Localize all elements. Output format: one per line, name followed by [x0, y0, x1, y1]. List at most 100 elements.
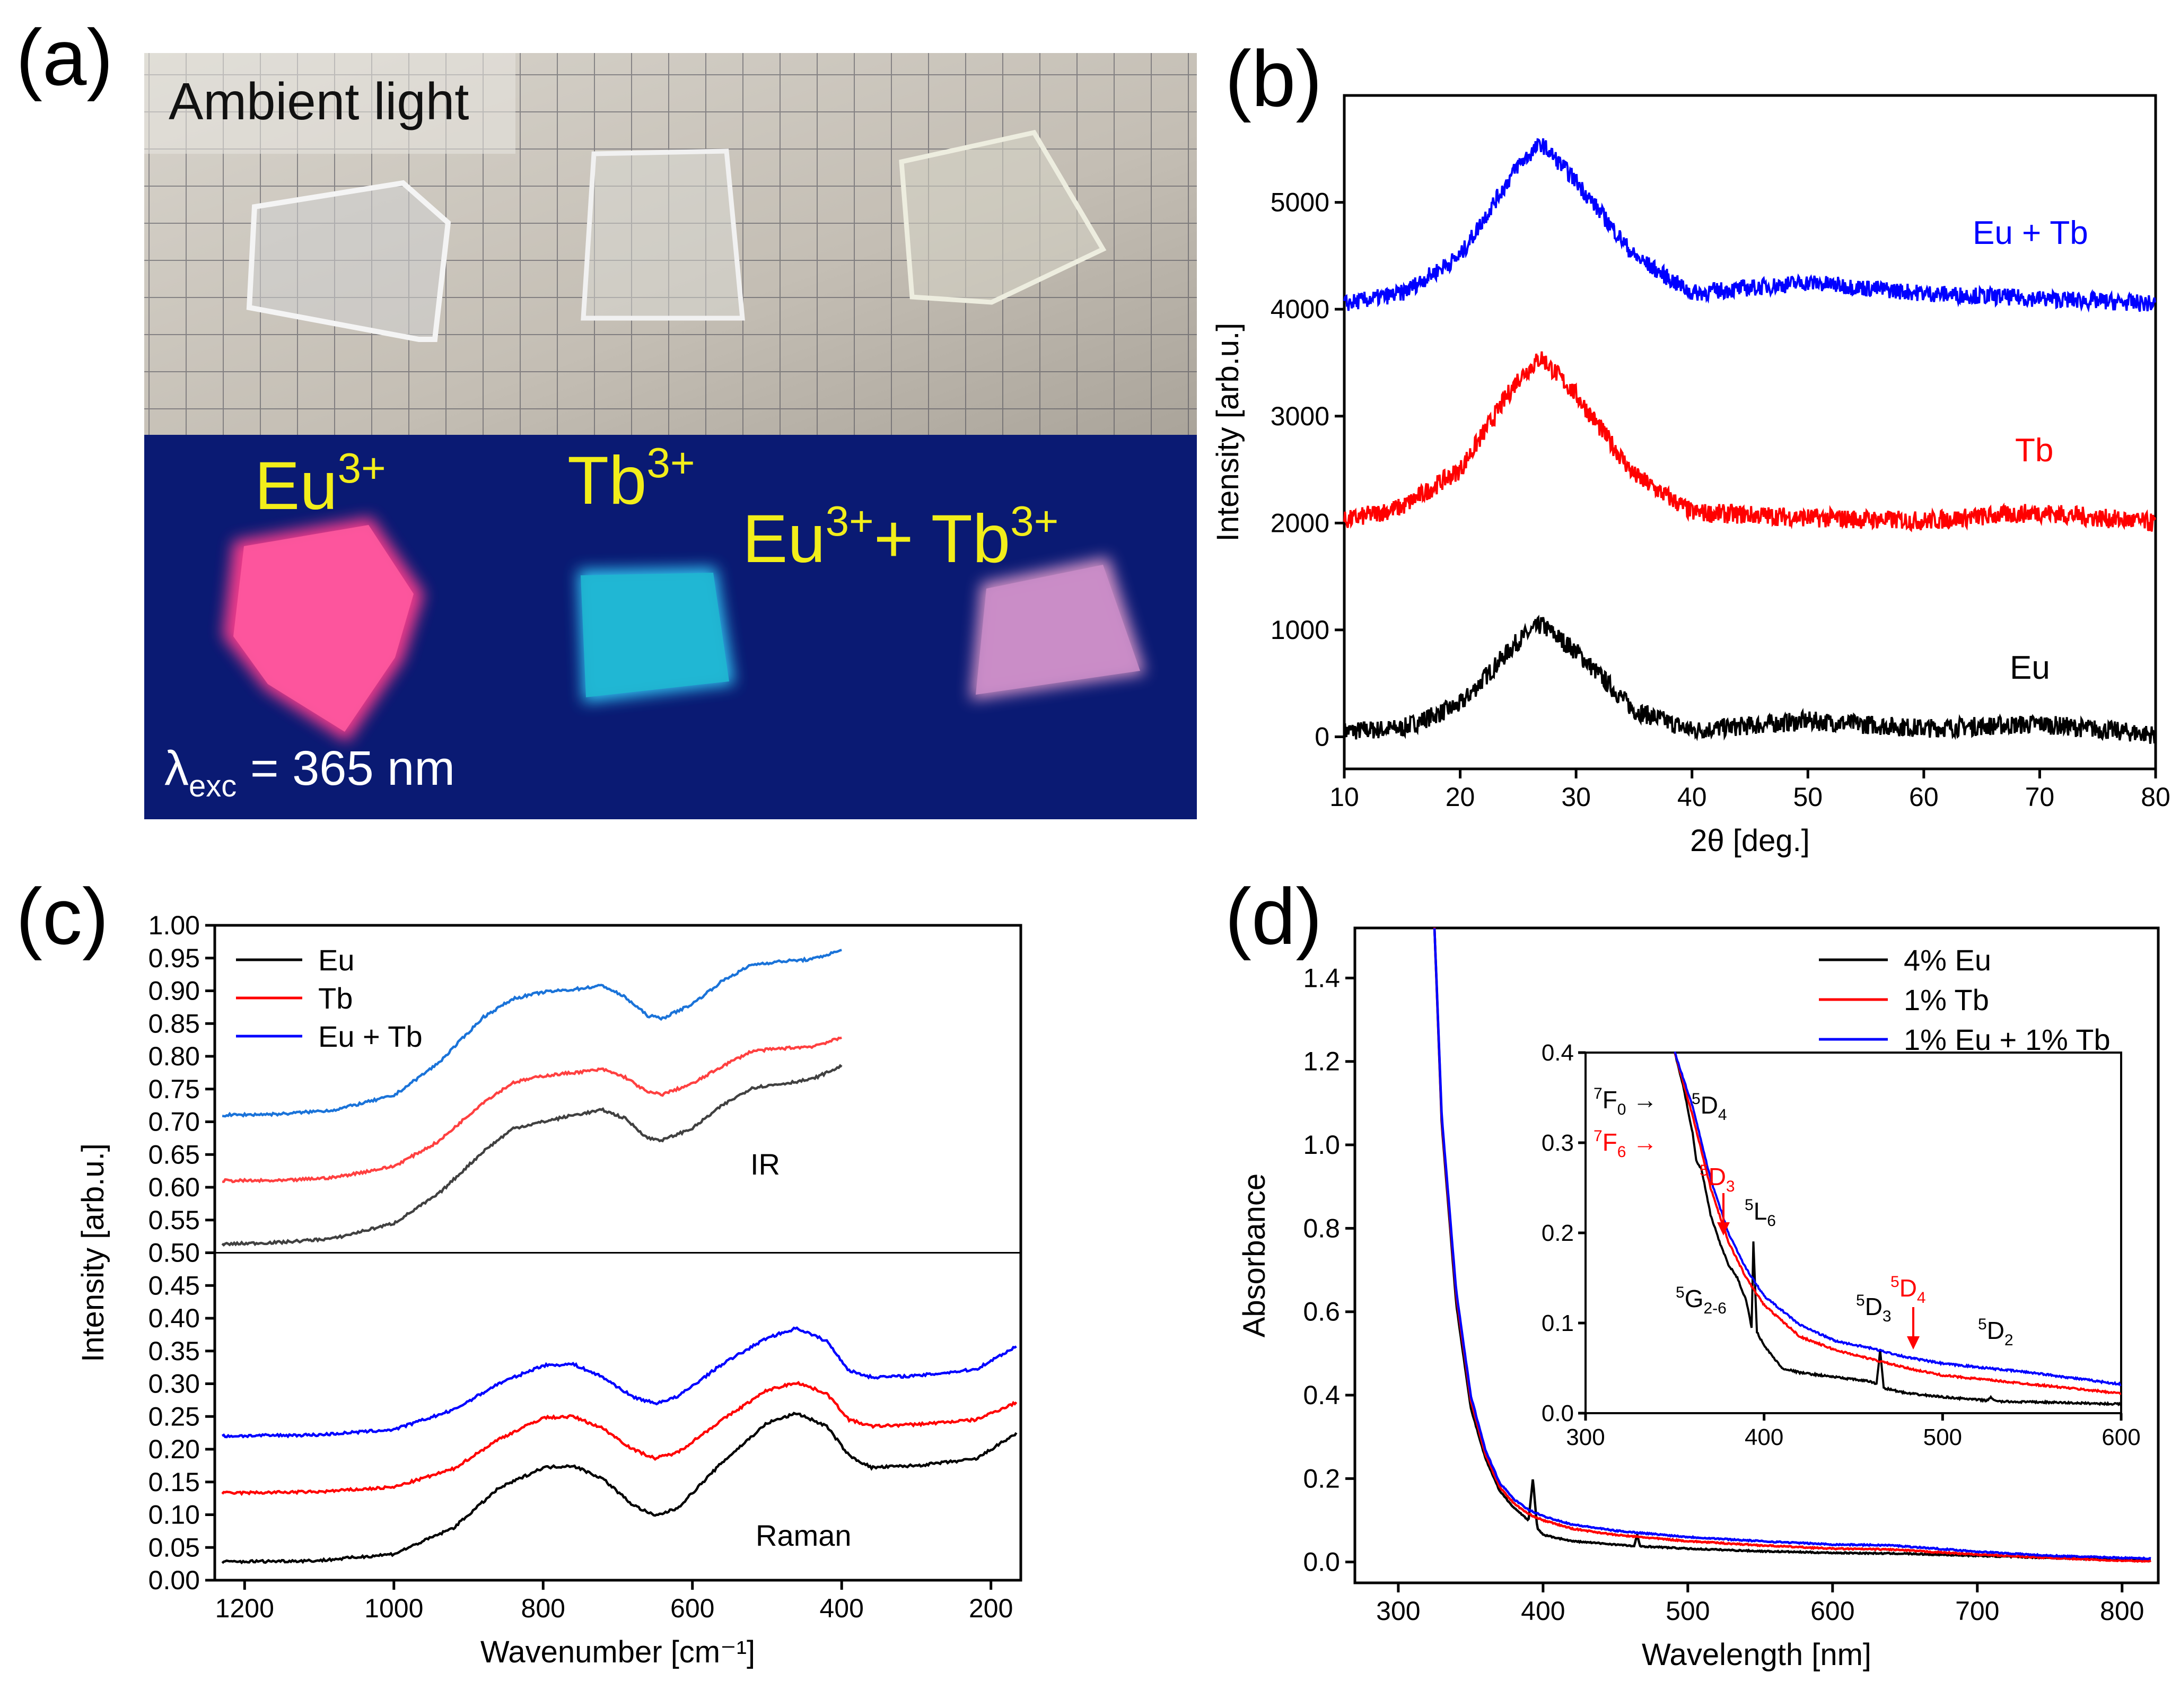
term-subscript: 6 — [1617, 1143, 1626, 1161]
x-tick-label: 80 — [2141, 782, 2170, 812]
plot-frame — [1353, 926, 2160, 1584]
term-letter: D — [1701, 1091, 1718, 1119]
y-tick-label: 0.85 — [148, 1009, 200, 1038]
inset-y-tick-label: 0.2 — [1542, 1220, 1574, 1246]
x-tick-label: 200 — [969, 1593, 1013, 1623]
x-tick-label: 800 — [521, 1593, 565, 1623]
term-subscript: 2 — [2004, 1332, 2013, 1349]
inset-x-tick-label: 400 — [1745, 1424, 1783, 1450]
term-letter: D — [1709, 1163, 1726, 1190]
y-tick-label: 1.2 — [1303, 1047, 1340, 1076]
term-subscript: 4 — [1917, 1289, 1926, 1307]
y-tick-label: 0.25 — [148, 1402, 200, 1431]
term-superscript: 7 — [1594, 1127, 1603, 1145]
x-tick-label: 1000 — [364, 1593, 423, 1623]
y-tick-label: 0.75 — [148, 1074, 200, 1104]
term-superscript: 5 — [1978, 1316, 1987, 1333]
photo-panel: Ambient light Eu3+ Tb3+ Eu3++ Tb3+ λexc … — [144, 53, 1197, 819]
annotation-raman: Raman — [756, 1519, 852, 1552]
x-tick-label: 600 — [1810, 1596, 1854, 1626]
glass-sample-2 — [581, 148, 745, 321]
x-tick-label: 10 — [1329, 782, 1359, 812]
term-letter: D — [1865, 1293, 1883, 1320]
legend-label: 1% Tb — [1904, 983, 1989, 1017]
legend-label: 4% Eu — [1904, 943, 1991, 977]
y-axis-label: Intensity [arb.u.] — [76, 1143, 110, 1362]
term-superscript: 7 — [1594, 1085, 1603, 1102]
inset-annotation-5g: 5G2-6 — [1676, 1284, 1727, 1317]
term-superscript: 5 — [1692, 1090, 1701, 1108]
term-letter: F — [1603, 1128, 1617, 1156]
panel-label-a: (a) — [16, 13, 113, 102]
term-subscript: 3 — [1883, 1308, 1892, 1325]
inset-series-line — [1674, 1051, 2122, 1387]
inset-y-tick-label: 0.0 — [1542, 1400, 1574, 1426]
series-label: Eu + Tb — [1973, 215, 2088, 251]
series-line-ir — [222, 949, 842, 1118]
inset-arrowhead-5d4 — [1907, 1336, 1920, 1350]
term-superscript: 5 — [1676, 1284, 1685, 1301]
series-line-ir — [221, 1064, 843, 1247]
label-tb3: Tb3+ — [567, 439, 695, 519]
series-line-raman — [221, 1381, 1018, 1496]
term-letter: F — [1603, 1086, 1617, 1114]
x-tick-label: 300 — [1376, 1596, 1420, 1626]
x-tick-label: 700 — [1955, 1596, 1999, 1626]
term-letter: L — [1754, 1197, 1767, 1225]
inset-arrowhead-5d3 — [1717, 1222, 1730, 1236]
inset-annotation-7f6: 7F6 → — [1594, 1127, 1657, 1161]
y-tick-label: 0.65 — [148, 1140, 200, 1169]
term-subscript: 0 — [1617, 1101, 1626, 1118]
term-subscript: 4 — [1718, 1106, 1727, 1124]
inset-y-tick-label: 0.1 — [1542, 1310, 1574, 1336]
term-letter: D — [1899, 1274, 1917, 1302]
term-letter: G — [1685, 1285, 1704, 1312]
series-line-raman — [221, 1326, 1017, 1439]
y-tick-label: 0.8 — [1303, 1213, 1340, 1243]
inset-x-tick-label: 500 — [1923, 1424, 1962, 1450]
glass-sample-3 — [899, 129, 1107, 305]
term-subscript: 3 — [1726, 1178, 1735, 1195]
x-tick-label: 1200 — [215, 1593, 274, 1623]
y-tick-label: 0.50 — [148, 1238, 200, 1268]
y-tick-label: 0.60 — [148, 1172, 200, 1202]
y-tick-label: 0.05 — [148, 1532, 200, 1562]
y-tick-label: 0.35 — [148, 1336, 200, 1366]
inset-series-line — [1674, 1053, 2122, 1407]
inset-annotation-5d4-red: 5D4 — [1890, 1273, 1926, 1307]
y-tick-label: 2000 — [1271, 508, 1329, 538]
inset-annotation-5d3: 5D3 — [1856, 1292, 1892, 1325]
y-tick-label: 0.45 — [148, 1271, 200, 1300]
x-axis-label: 2θ [deg.] — [1690, 824, 1810, 858]
term-superscript: 5 — [1856, 1292, 1865, 1309]
inset-y-tick-label: 0.4 — [1542, 1040, 1574, 1066]
label-eu3-tb3: Eu3++ Tb3+ — [742, 497, 1058, 577]
chart-ir-raman: 1200 1000 800 600 400 200 0.000.050.100.150.20… — [76, 910, 1022, 1669]
panel-label-b: (b) — [1225, 34, 1322, 123]
panel-label-c: (c) — [16, 872, 109, 961]
inset-frame — [1584, 1052, 2122, 1414]
series-line-tb — [1343, 351, 2157, 532]
inset-annotation-5d3-red: 5D3 — [1700, 1162, 1735, 1195]
x-tick-label: 400 — [820, 1593, 864, 1623]
inset-annotation-7f0: 7F0 → — [1594, 1085, 1657, 1118]
x-tick-label: 40 — [1677, 782, 1707, 812]
inset-y-tick-label: 0.3 — [1542, 1130, 1574, 1156]
y-tick-label: 0.2 — [1303, 1464, 1340, 1493]
x-tick-label: 20 — [1446, 782, 1475, 812]
y-tick-label: 4000 — [1271, 294, 1329, 324]
x-tick-label: 50 — [1793, 782, 1823, 812]
annotation-ir: IR — [750, 1148, 780, 1181]
y-tick-label: 0.6 — [1303, 1297, 1340, 1327]
y-tick-label: 1.4 — [1303, 963, 1340, 993]
y-tick-label: 1.00 — [148, 910, 200, 940]
ambient-light-label: Ambient light — [169, 72, 469, 130]
y-tick-label: 0.4 — [1303, 1380, 1340, 1410]
series-line-eu — [1343, 615, 2157, 744]
x-axis-label: Wavenumber [cm⁻¹] — [480, 1635, 755, 1669]
x-axis-label: Wavelength [nm] — [1642, 1637, 1871, 1672]
panel-label-d: (d) — [1225, 872, 1322, 961]
inset-series-line — [1674, 1053, 2122, 1395]
legend-label: Tb — [318, 982, 353, 1015]
